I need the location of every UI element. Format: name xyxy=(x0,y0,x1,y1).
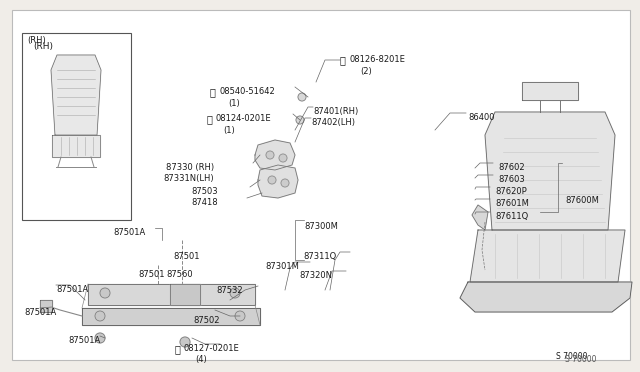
Text: 87501A: 87501A xyxy=(24,308,56,317)
Text: 87602: 87602 xyxy=(498,163,525,172)
Text: 87611Q: 87611Q xyxy=(495,212,528,221)
Polygon shape xyxy=(82,308,260,325)
Text: Ⓑ: Ⓑ xyxy=(207,114,213,124)
Text: 87501: 87501 xyxy=(173,252,200,261)
Bar xyxy=(22,33,131,220)
Text: 08127-0201E: 08127-0201E xyxy=(184,344,240,353)
Text: 87501A: 87501A xyxy=(56,285,88,294)
Text: S 70000: S 70000 xyxy=(556,352,588,361)
Polygon shape xyxy=(51,55,101,135)
Text: Ⓢ: Ⓢ xyxy=(210,87,216,97)
Text: 87603: 87603 xyxy=(498,175,525,184)
Polygon shape xyxy=(40,300,52,312)
Text: 87501: 87501 xyxy=(138,270,164,279)
Text: 87418: 87418 xyxy=(191,198,218,207)
Circle shape xyxy=(266,151,274,159)
Circle shape xyxy=(296,116,304,124)
Text: 86400: 86400 xyxy=(468,113,495,122)
Circle shape xyxy=(95,311,105,321)
Polygon shape xyxy=(470,230,625,282)
Polygon shape xyxy=(522,82,578,100)
Polygon shape xyxy=(255,140,295,170)
Text: 87502: 87502 xyxy=(193,316,220,325)
Text: (1): (1) xyxy=(223,126,235,135)
Text: (2): (2) xyxy=(360,67,372,76)
Text: 87620P: 87620P xyxy=(495,187,527,196)
Circle shape xyxy=(268,176,276,184)
Text: 87503: 87503 xyxy=(191,187,218,196)
Text: 08124-0201E: 08124-0201E xyxy=(216,114,271,123)
Circle shape xyxy=(279,154,287,162)
Text: 87331N(LH): 87331N(LH) xyxy=(163,174,214,183)
Text: 08126-8201E: 08126-8201E xyxy=(349,55,405,64)
Text: 87501A: 87501A xyxy=(68,336,100,345)
Text: 87401(RH): 87401(RH) xyxy=(313,107,358,116)
Text: 87330 (RH): 87330 (RH) xyxy=(166,163,214,172)
Polygon shape xyxy=(88,284,255,305)
Polygon shape xyxy=(52,135,100,157)
Circle shape xyxy=(95,333,105,343)
Text: Ⓑ: Ⓑ xyxy=(340,55,346,65)
Circle shape xyxy=(100,288,110,298)
Text: 87320N: 87320N xyxy=(299,271,332,280)
Polygon shape xyxy=(258,165,298,198)
Circle shape xyxy=(180,337,190,347)
Circle shape xyxy=(298,93,306,101)
Text: 87301M: 87301M xyxy=(265,262,299,271)
Text: Ⓑ: Ⓑ xyxy=(175,344,181,354)
Text: 08540-51642: 08540-51642 xyxy=(219,87,275,96)
Text: (1): (1) xyxy=(228,99,240,108)
Circle shape xyxy=(281,179,289,187)
Text: 87601M: 87601M xyxy=(495,199,529,208)
Polygon shape xyxy=(472,205,488,230)
Text: 87532: 87532 xyxy=(216,286,243,295)
Text: (4): (4) xyxy=(195,355,207,364)
Text: 87311Q: 87311Q xyxy=(303,252,336,261)
Circle shape xyxy=(235,311,245,321)
Polygon shape xyxy=(460,282,632,312)
Text: (RH): (RH) xyxy=(33,42,53,51)
Polygon shape xyxy=(170,284,200,305)
Text: (RH): (RH) xyxy=(27,36,45,45)
Text: 87600M: 87600M xyxy=(565,196,599,205)
Text: 87300M: 87300M xyxy=(304,222,338,231)
Text: 87501A: 87501A xyxy=(113,228,145,237)
Text: 87402(LH): 87402(LH) xyxy=(311,118,355,127)
Circle shape xyxy=(230,288,240,298)
Polygon shape xyxy=(485,112,615,230)
Text: S 70000: S 70000 xyxy=(565,355,596,364)
Text: 87560: 87560 xyxy=(166,270,193,279)
